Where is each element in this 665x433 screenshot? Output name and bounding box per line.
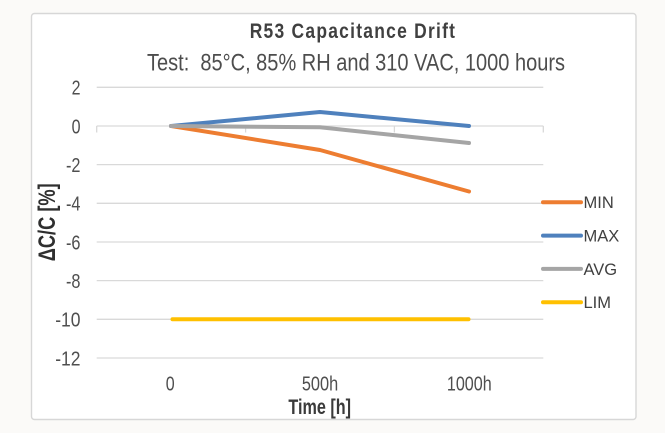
svg-text:1000h: 1000h — [447, 374, 492, 396]
svg-text:500h: 500h — [302, 374, 338, 396]
svg-text:ΔC/C [%]: ΔC/C [%] — [34, 183, 61, 261]
svg-text:-6: -6 — [66, 232, 81, 254]
svg-text:R53 Capacitance Drift: R53 Capacitance Drift — [250, 20, 457, 43]
svg-text:2: 2 — [72, 78, 81, 100]
svg-text:0: 0 — [166, 374, 175, 396]
svg-text:-2: -2 — [66, 155, 81, 177]
svg-text:-4: -4 — [66, 194, 81, 216]
svg-text:MAX: MAX — [584, 228, 620, 246]
svg-text:-10: -10 — [55, 310, 80, 332]
svg-text:AVG: AVG — [584, 261, 618, 279]
svg-text:MIN: MIN — [584, 194, 614, 212]
svg-text:Time [h]: Time [h] — [288, 396, 351, 419]
svg-text:0: 0 — [72, 116, 81, 138]
svg-text:LIM: LIM — [584, 294, 612, 312]
svg-text:Test: 85°C, 85% RH and 310 VA: Test: 85°C, 85% RH and 310 VAC, 1000 hou… — [147, 50, 565, 77]
svg-text:-8: -8 — [66, 271, 81, 293]
svg-text:-12: -12 — [55, 348, 80, 370]
